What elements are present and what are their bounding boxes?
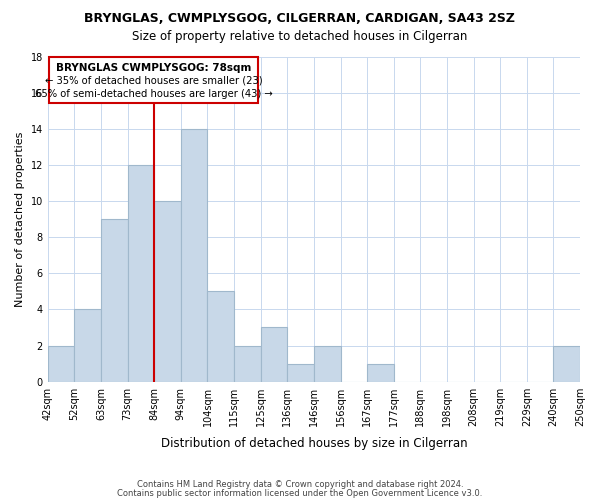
Text: Contains HM Land Registry data © Crown copyright and database right 2024.: Contains HM Land Registry data © Crown c… [137,480,463,489]
Text: ← 35% of detached houses are smaller (23): ← 35% of detached houses are smaller (23… [45,76,262,86]
Bar [128,165,154,382]
Text: BRYNGLAS CWMPLYSGOG: 78sqm: BRYNGLAS CWMPLYSGOG: 78sqm [56,63,251,73]
Text: 65% of semi-detached houses are larger (43) →: 65% of semi-detached houses are larger (… [35,90,272,100]
Bar [287,364,314,382]
Bar [314,346,341,382]
Bar [260,328,287,382]
Bar [181,129,208,382]
Bar [208,292,234,382]
Bar [234,346,260,382]
Bar [101,219,128,382]
Bar [367,364,394,382]
Text: Contains public sector information licensed under the Open Government Licence v3: Contains public sector information licen… [118,488,482,498]
Bar [553,346,580,382]
FancyBboxPatch shape [49,56,258,104]
Text: Size of property relative to detached houses in Cilgerran: Size of property relative to detached ho… [133,30,467,43]
Y-axis label: Number of detached properties: Number of detached properties [15,132,25,307]
Bar [74,310,101,382]
Text: BRYNGLAS, CWMPLYSGOG, CILGERRAN, CARDIGAN, SA43 2SZ: BRYNGLAS, CWMPLYSGOG, CILGERRAN, CARDIGA… [85,12,515,26]
Bar [154,201,181,382]
Bar [48,346,74,382]
X-axis label: Distribution of detached houses by size in Cilgerran: Distribution of detached houses by size … [161,437,467,450]
